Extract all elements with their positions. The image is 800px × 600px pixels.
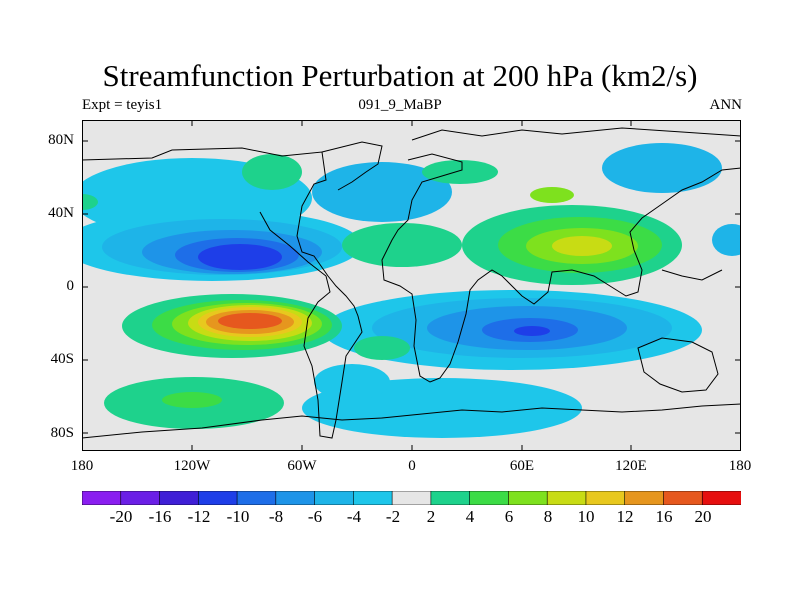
axis-ticks [82, 120, 741, 451]
neg-region-pacific-core [198, 244, 282, 270]
colorbar-label: -20 [109, 507, 133, 526]
pos-region-alaska [242, 154, 302, 190]
colorbar-swatch [236, 491, 277, 505]
colorbar-swatch [353, 491, 393, 505]
colorbar-label: 20 [694, 507, 712, 526]
colorbar-label: -6 [307, 507, 323, 526]
colorbar-label: 8 [543, 507, 553, 526]
antarctica-outline [82, 403, 741, 439]
colorbar [82, 491, 741, 505]
colorbar-swatch [663, 491, 704, 505]
pos-region-north-africa [342, 223, 462, 267]
indonesia-outline [661, 269, 723, 281]
lat-label-80s: 80S [50, 425, 74, 441]
colorbar-label: -2 [385, 507, 401, 526]
neg-region-south-atlantic [314, 364, 390, 400]
season-label: ANN [709, 97, 743, 113]
colorbar-label: -16 [148, 507, 172, 526]
colorbar-label: -4 [346, 507, 362, 526]
colorbar-label: -12 [187, 507, 211, 526]
colorbar-label: 2 [426, 507, 436, 526]
colorbar-label: 10 [577, 507, 595, 526]
lon-label-0: 0 [408, 458, 416, 474]
colorbar-swatch [120, 491, 161, 505]
pos-region-dateline [82, 194, 98, 210]
lat-label-40n: 40N [48, 205, 74, 221]
lon-label-180e: 180 [728, 458, 752, 474]
lon-label-60e: 60E [509, 458, 535, 474]
colorbar-swatch [508, 491, 548, 505]
neg-region-north-asia [602, 143, 722, 193]
pos-region-europe [422, 160, 498, 184]
americas-outline [82, 147, 363, 439]
colorbar-swatch [82, 491, 122, 505]
colorbar-swatch [701, 491, 741, 505]
colorbar-swatch [585, 491, 626, 505]
arctic-coast-outline [411, 127, 741, 141]
lat-label-eq: 0 [66, 278, 75, 294]
colorbar-label: 16 [655, 507, 673, 526]
lon-label-120w: 120W [173, 458, 211, 474]
greenland-outline [321, 141, 383, 191]
lat-label-80n: 80N [48, 132, 74, 148]
map-title: Streamfunction Perturbation at 200 hPa (… [102, 58, 698, 93]
pos-region-south-pacific-core [218, 313, 282, 329]
experiment-label: Expt = teyis1 [82, 97, 163, 113]
australia-outline [637, 337, 719, 393]
colorbar-swatch [391, 491, 432, 505]
colorbar-label: 6 [504, 507, 514, 526]
neg-region-north-atlantic [312, 162, 452, 222]
lon-label-120e: 120E [615, 458, 647, 474]
colorbar-swatch [314, 491, 355, 505]
streamfunction-map [82, 120, 741, 451]
lon-label-180w: 180 [70, 458, 94, 474]
colorbar-swatch [275, 491, 316, 505]
lon-label-60w: 60W [287, 458, 317, 474]
pos-region-south-america [354, 336, 410, 360]
pos-region-southeast-pacific-core [162, 392, 222, 408]
colorbar-label: 4 [465, 507, 475, 526]
colorbar-label: -8 [268, 507, 284, 526]
case-label: 091_9_MaBP [358, 97, 442, 113]
colorbar-swatch [469, 491, 510, 505]
pos-region-siberia [530, 187, 574, 203]
colorbar-label: 12 [616, 507, 634, 526]
neg-region-west-pacific [712, 224, 741, 256]
eurasia-africa-outline [381, 153, 741, 383]
lat-label-40s: 40S [50, 351, 74, 367]
colorbar-swatch [197, 491, 238, 505]
colorbar-label: -10 [226, 507, 250, 526]
colorbar-swatch [546, 491, 587, 505]
pos-region-asia-core [552, 236, 612, 256]
neg-region-south-indian-core [514, 326, 550, 336]
colorbar-swatch [430, 491, 471, 505]
colorbar-swatch [159, 491, 200, 505]
colorbar-swatch [624, 491, 665, 505]
coastlines [82, 127, 741, 439]
